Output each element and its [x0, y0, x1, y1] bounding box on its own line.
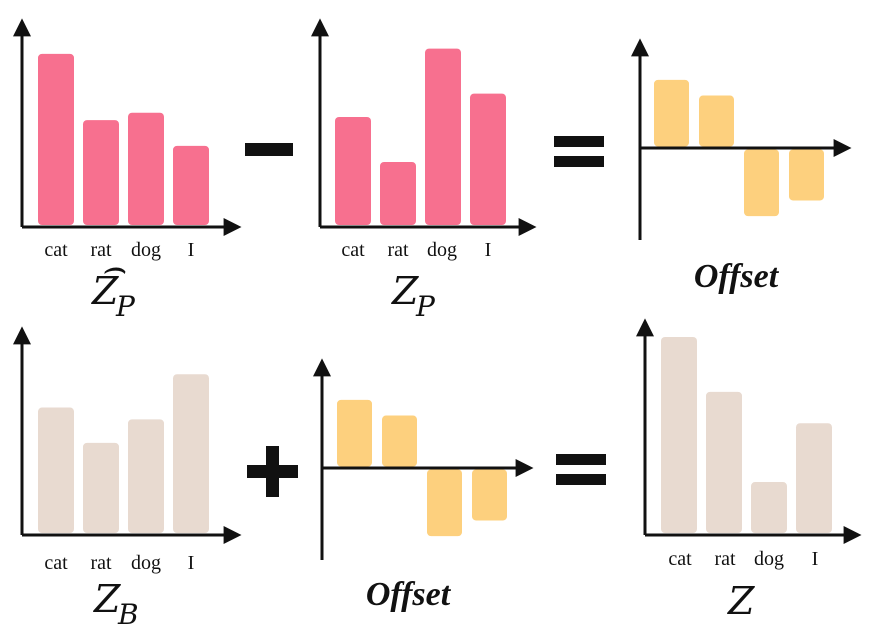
tick-label-rat: rat	[90, 239, 112, 261]
bar-dog	[128, 419, 164, 533]
label-zp-hat-hat: ⌢	[100, 245, 125, 289]
label-offset-top: Offset	[694, 258, 780, 295]
chart-offset-bottom: Offset	[313, 358, 534, 613]
tick-label-i: I	[188, 239, 195, 261]
tick-label-cat: cat	[668, 548, 692, 570]
label-zp-main: Z	[391, 269, 419, 313]
tick-label-dog: dog	[754, 548, 784, 570]
tick-label-i: I	[485, 239, 492, 261]
chart-zp: cat rat dog I Z P	[311, 18, 537, 323]
plus-operator	[247, 446, 298, 497]
bar-dog	[128, 112, 164, 225]
tick-label-rat: rat	[90, 552, 112, 574]
bar-i	[470, 93, 506, 225]
bar-rat	[380, 162, 416, 225]
bar-dog	[427, 469, 462, 537]
bar-i	[472, 469, 507, 521]
tick-label-dog: dog	[131, 552, 161, 574]
minus-operator-text: −	[0, 0, 1, 1]
bar-i	[173, 374, 209, 533]
bar-dog	[751, 482, 787, 533]
chart-offset-top: Offset	[631, 38, 852, 295]
label-zp-hat-sub: P	[115, 290, 136, 323]
bar-i	[173, 145, 209, 225]
bar-rat	[382, 415, 417, 467]
bar-i	[789, 149, 824, 201]
equals-operator-top-bar1	[554, 136, 604, 147]
chart-zp-hat: cat rat dog I ⌢ Z P	[13, 18, 242, 323]
bar-cat	[38, 407, 74, 533]
bar-cat	[335, 117, 371, 225]
bar-rat	[83, 442, 119, 533]
chart-z: cat rat dog I Z	[636, 318, 862, 623]
tick-label-cat: cat	[341, 239, 365, 261]
label-offset-bottom: Offset	[366, 576, 452, 613]
tick-label-cat: cat	[44, 239, 68, 261]
tick-label-cat: cat	[44, 552, 68, 574]
tick-label-i: I	[188, 552, 195, 574]
bar-rat	[83, 120, 119, 225]
equals-operator-top-bar2	[554, 156, 604, 167]
equals-operator-text: =	[0, 0, 1, 1]
bar-cat	[337, 399, 372, 467]
tick-label-dog: dog	[427, 239, 457, 261]
bar-i	[796, 423, 832, 533]
minus-operator	[245, 143, 293, 156]
bar-cat	[654, 79, 689, 147]
chart-zb: cat rat dog I Z B	[13, 326, 242, 631]
bar-cat	[38, 53, 74, 225]
bar-cat	[661, 337, 697, 533]
label-zp-hat-main: Z	[91, 269, 119, 313]
tick-label-dog: dog	[131, 239, 161, 261]
label-zb-main: Z	[93, 577, 121, 621]
label-zb-sub: B	[117, 598, 139, 631]
bar-dog	[425, 48, 461, 225]
equals-operator-bottom-bar2	[556, 474, 606, 485]
tick-label-rat: rat	[714, 548, 736, 570]
label-zp-sub: P	[415, 290, 436, 323]
bar-rat	[699, 95, 734, 147]
bar-rat	[706, 391, 742, 533]
plus-operator-text: +	[0, 0, 1, 1]
tick-label-i: I	[812, 548, 819, 570]
bar-dog	[744, 149, 779, 217]
equals-operator-bottom-bar1	[556, 454, 606, 465]
tick-label-rat: rat	[387, 239, 409, 261]
label-z-main: Z	[727, 579, 755, 623]
